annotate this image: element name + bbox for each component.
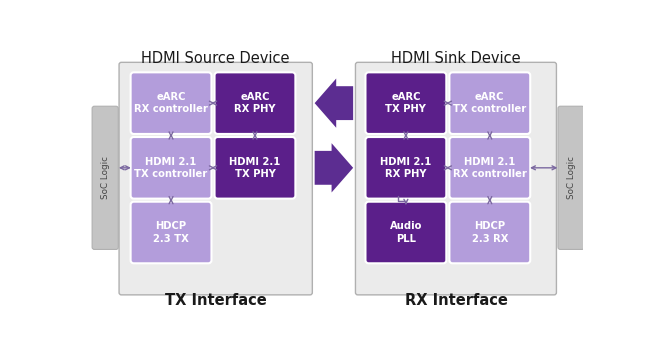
FancyBboxPatch shape [365, 137, 447, 199]
Text: eARC
RX controller: eARC RX controller [134, 92, 208, 114]
Text: HDMI Sink Device: HDMI Sink Device [391, 51, 521, 66]
FancyBboxPatch shape [214, 137, 295, 199]
FancyBboxPatch shape [356, 62, 556, 295]
Text: HDMI 2.1
RX controller: HDMI 2.1 RX controller [453, 157, 526, 179]
Text: eARC
RX PHY: eARC RX PHY [234, 92, 276, 114]
Text: HDMI 2.1
TX PHY: HDMI 2.1 TX PHY [229, 157, 281, 179]
Text: SoC Logic: SoC Logic [101, 156, 110, 199]
FancyBboxPatch shape [92, 106, 118, 250]
FancyBboxPatch shape [365, 202, 447, 263]
FancyBboxPatch shape [119, 62, 313, 295]
FancyBboxPatch shape [131, 73, 211, 134]
Text: TX Interface: TX Interface [165, 293, 266, 308]
Text: SoC Logic: SoC Logic [567, 156, 575, 199]
Text: Audio
PLL: Audio PLL [390, 221, 422, 244]
FancyBboxPatch shape [131, 202, 211, 263]
FancyBboxPatch shape [214, 73, 295, 134]
Polygon shape [315, 143, 353, 192]
FancyBboxPatch shape [449, 137, 530, 199]
Text: eARC
TX controller: eARC TX controller [453, 92, 526, 114]
Text: RX Interface: RX Interface [404, 293, 508, 308]
Text: HDCP
2.3 RX: HDCP 2.3 RX [471, 221, 508, 244]
FancyBboxPatch shape [131, 137, 211, 199]
Polygon shape [315, 79, 353, 128]
FancyBboxPatch shape [449, 202, 530, 263]
Text: HDCP
2.3 TX: HDCP 2.3 TX [153, 221, 189, 244]
Text: HDMI 2.1
TX controller: HDMI 2.1 TX controller [135, 157, 207, 179]
FancyBboxPatch shape [558, 106, 584, 250]
Text: eARC
TX PHY: eARC TX PHY [385, 92, 426, 114]
FancyBboxPatch shape [365, 73, 447, 134]
Text: HDMI 2.1
RX PHY: HDMI 2.1 RX PHY [380, 157, 432, 179]
FancyBboxPatch shape [449, 73, 530, 134]
Text: HDMI Source Device: HDMI Source Device [142, 51, 290, 66]
